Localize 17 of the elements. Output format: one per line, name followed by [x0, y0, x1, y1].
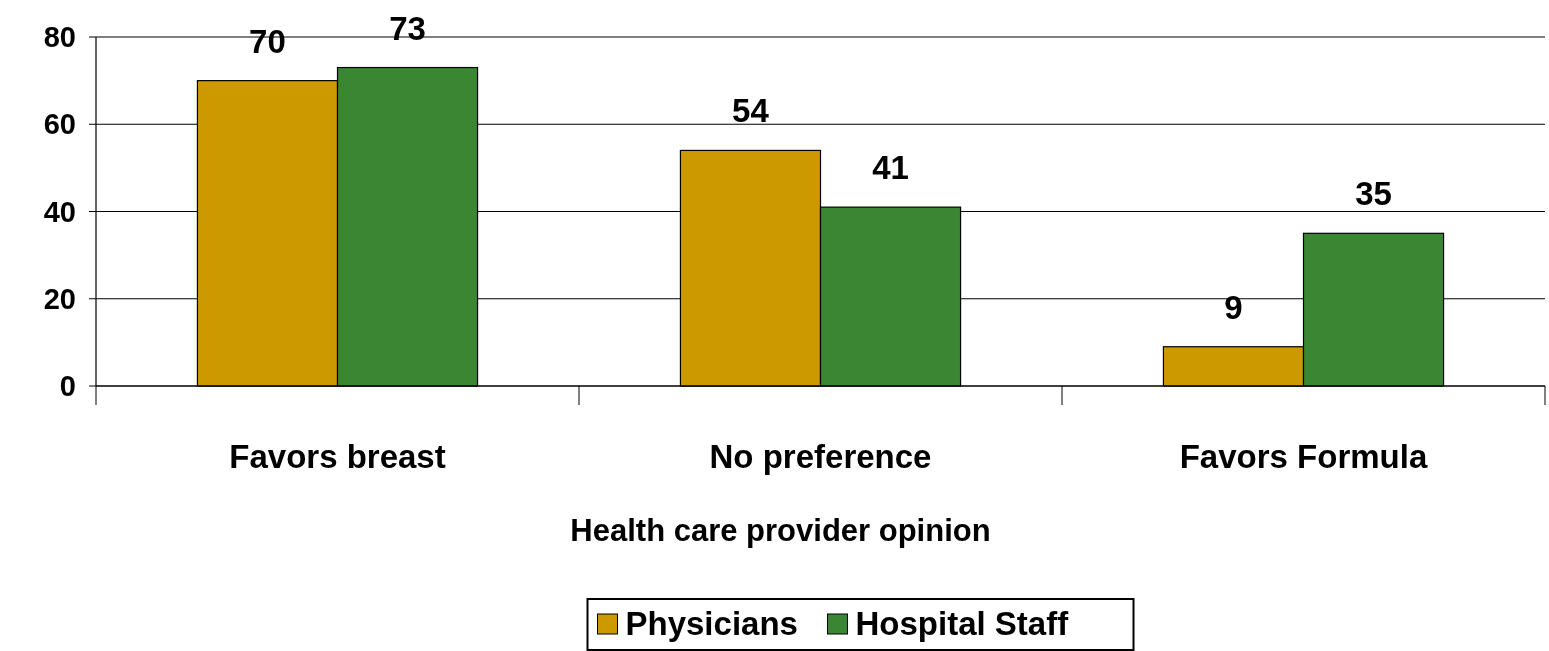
data-label: 70 [249, 22, 286, 60]
x-tick-label: Favors breast [229, 438, 446, 475]
x-tick-label: No preference [709, 438, 932, 475]
data-label: 35 [1355, 175, 1392, 213]
data-label: 54 [732, 92, 770, 130]
data-label: 41 [872, 149, 909, 187]
legend-label: Physicians [625, 605, 798, 642]
y-tick-label: 60 [43, 108, 76, 141]
y-tick-label: 80 [43, 21, 76, 54]
x-tick-label: Favors Formula [1179, 438, 1428, 475]
data-label: 9 [1224, 288, 1243, 326]
y-tick-label: 20 [43, 282, 76, 315]
data-label: 73 [389, 9, 426, 47]
legend-label: Hospital Staff [855, 605, 1070, 642]
y-tick-label: 0 [59, 370, 76, 403]
x-axis-title: Health care provider opinion [570, 513, 991, 548]
y-tick-label: 40 [43, 195, 76, 228]
